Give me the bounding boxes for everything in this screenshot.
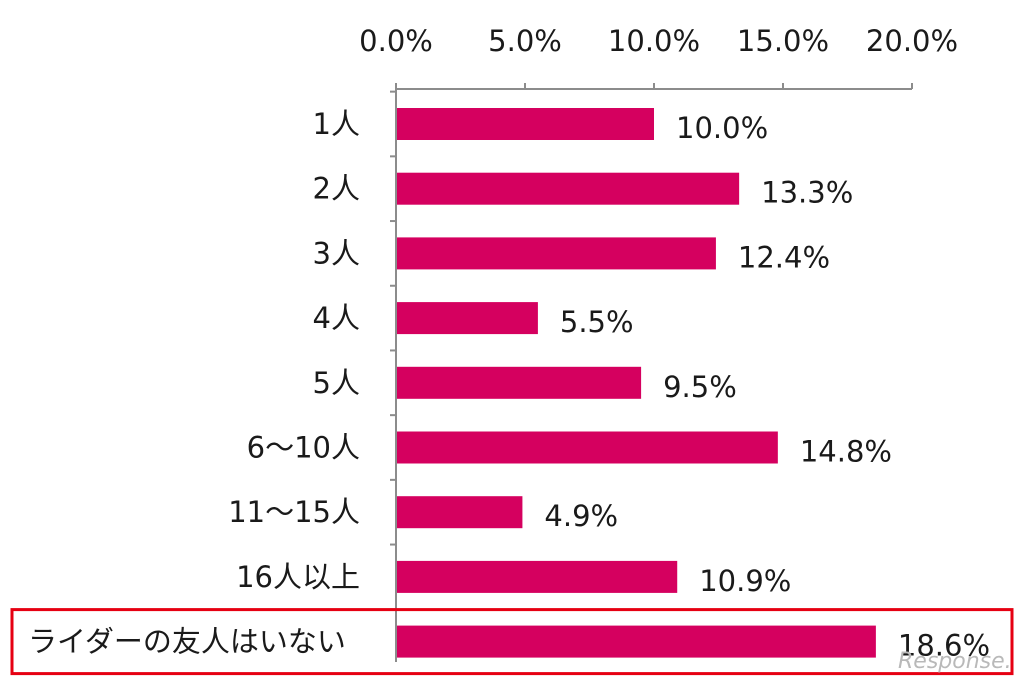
value-labels: 10.0% 13.3% 12.4% 5.5% 9.5% 14.8% 4.9% 10.9% 18.…	[544, 111, 990, 663]
x-tick-label: 5.0%	[488, 24, 562, 58]
category-label: 2人	[313, 172, 360, 206]
category-label: 5人	[313, 366, 360, 400]
category-label: 6～10人	[247, 431, 360, 465]
data-label: 4.9%	[544, 499, 618, 533]
category-label: 3人	[313, 236, 360, 270]
bar	[397, 431, 778, 464]
bar	[397, 496, 523, 529]
data-label: 12.4%	[738, 240, 830, 274]
data-label: 14.8%	[800, 435, 892, 469]
category-label: 11～15人	[228, 495, 360, 529]
data-label: 13.3%	[761, 176, 853, 210]
x-tick-label: 20.0%	[866, 24, 958, 58]
bar	[397, 366, 642, 399]
data-label: 10.9%	[699, 564, 791, 598]
data-label: 10.0%	[676, 111, 768, 145]
category-label: 1人	[313, 107, 360, 141]
data-label: 18.6%	[898, 629, 990, 663]
bar	[397, 172, 740, 205]
data-label: 5.5%	[560, 305, 634, 339]
bar	[397, 108, 654, 140]
bar	[397, 625, 876, 658]
bar	[397, 560, 678, 593]
axes	[390, 83, 913, 675]
watermark: Response.	[898, 649, 1012, 674]
category-label: 16人以上	[236, 560, 360, 594]
category-label: 4人	[313, 301, 360, 335]
data-label: 9.5%	[663, 370, 737, 404]
highlight-box	[10, 608, 1014, 676]
x-tick-label: 15.0%	[737, 24, 829, 58]
bar	[397, 237, 716, 270]
bars	[397, 108, 876, 658]
bar	[397, 302, 538, 335]
x-axis-ticks: 0.0% 5.0% 10.0% 15.0% 20.0%	[359, 24, 958, 58]
x-tick-label: 0.0%	[359, 24, 433, 58]
x-tick-label: 10.0%	[608, 24, 700, 58]
category-label: ライダーの友人はいない	[28, 625, 346, 659]
